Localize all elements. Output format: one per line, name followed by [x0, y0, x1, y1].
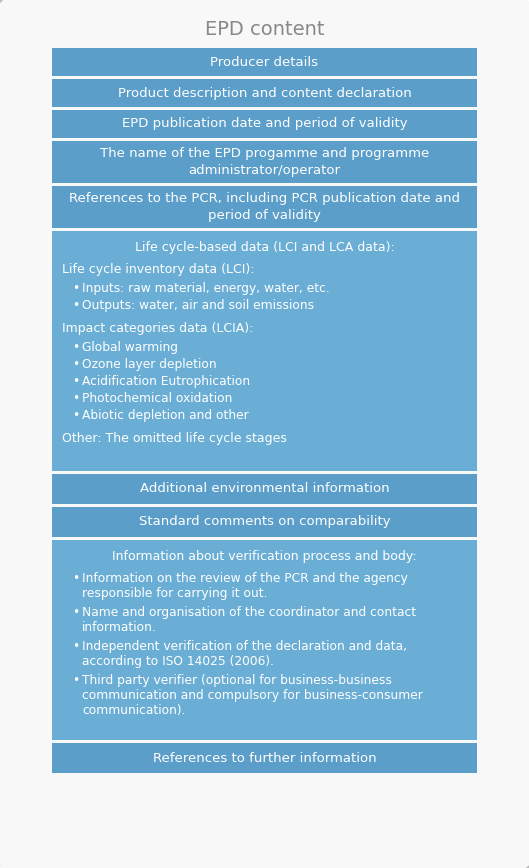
- Bar: [52, 186, 477, 228]
- Text: Abiotic depletion and other: Abiotic depletion and other: [82, 409, 249, 422]
- Text: Additional environmental information: Additional environmental information: [140, 483, 389, 496]
- Text: communication and compulsory for business-consumer: communication and compulsory for busines…: [82, 689, 423, 702]
- Text: Information about verification process and body:: Information about verification process a…: [112, 550, 417, 563]
- Text: •: •: [72, 572, 79, 585]
- Text: •: •: [72, 282, 79, 295]
- Text: responsible for carrying it out.: responsible for carrying it out.: [82, 587, 268, 600]
- Text: •: •: [72, 341, 79, 354]
- Bar: [52, 79, 477, 107]
- Text: •: •: [72, 640, 79, 653]
- Bar: [52, 231, 477, 471]
- Text: Independent verification of the declaration and data,: Independent verification of the declarat…: [82, 640, 407, 653]
- Text: Inputs: raw material, energy, water, etc.: Inputs: raw material, energy, water, etc…: [82, 282, 330, 295]
- Text: •: •: [72, 606, 79, 619]
- Text: EPD content: EPD content: [205, 20, 324, 39]
- Bar: [52, 141, 477, 183]
- Text: •: •: [72, 409, 79, 422]
- Text: The name of the EPD progamme and programme
administrator/operator: The name of the EPD progamme and program…: [100, 147, 429, 177]
- Text: Producer details: Producer details: [211, 56, 318, 69]
- Bar: [52, 474, 477, 504]
- Text: according to ISO 14025 (2006).: according to ISO 14025 (2006).: [82, 655, 274, 668]
- Bar: [52, 507, 477, 537]
- Text: Impact categories data (LCIA):: Impact categories data (LCIA):: [62, 322, 253, 335]
- Text: Name and organisation of the coordinator and contact: Name and organisation of the coordinator…: [82, 606, 416, 619]
- Text: information.: information.: [82, 621, 157, 634]
- Text: Acidification Eutrophication: Acidification Eutrophication: [82, 375, 250, 388]
- Text: Other: The omitted life cycle stages: Other: The omitted life cycle stages: [62, 432, 287, 445]
- Text: Photochemical oxidation: Photochemical oxidation: [82, 392, 232, 405]
- Bar: [52, 743, 477, 773]
- Text: Global warming: Global warming: [82, 341, 178, 354]
- Text: Life cycle inventory data (LCI):: Life cycle inventory data (LCI):: [62, 263, 254, 276]
- Text: •: •: [72, 358, 79, 371]
- Text: communication).: communication).: [82, 704, 186, 717]
- Text: References to further information: References to further information: [153, 752, 376, 765]
- Text: Life cycle-based data (LCI and LCA data):: Life cycle-based data (LCI and LCA data)…: [134, 241, 395, 254]
- Text: •: •: [72, 299, 79, 312]
- Bar: [52, 48, 477, 76]
- Text: •: •: [72, 375, 79, 388]
- Text: Outputs: water, air and soil emissions: Outputs: water, air and soil emissions: [82, 299, 314, 312]
- Text: Standard comments on comparability: Standard comments on comparability: [139, 516, 390, 529]
- Text: Product description and content declaration: Product description and content declarat…: [117, 87, 412, 100]
- Text: EPD publication date and period of validity: EPD publication date and period of valid…: [122, 117, 407, 130]
- Text: •: •: [72, 674, 79, 687]
- Text: Ozone layer depletion: Ozone layer depletion: [82, 358, 216, 371]
- Text: References to the PCR, including PCR publication date and
period of validity: References to the PCR, including PCR pub…: [69, 192, 460, 222]
- Bar: [52, 110, 477, 138]
- Text: Information on the review of the PCR and the agency: Information on the review of the PCR and…: [82, 572, 408, 585]
- Text: •: •: [72, 392, 79, 405]
- Text: Third party verifier (optional for business-business: Third party verifier (optional for busin…: [82, 674, 392, 687]
- Bar: [52, 540, 477, 740]
